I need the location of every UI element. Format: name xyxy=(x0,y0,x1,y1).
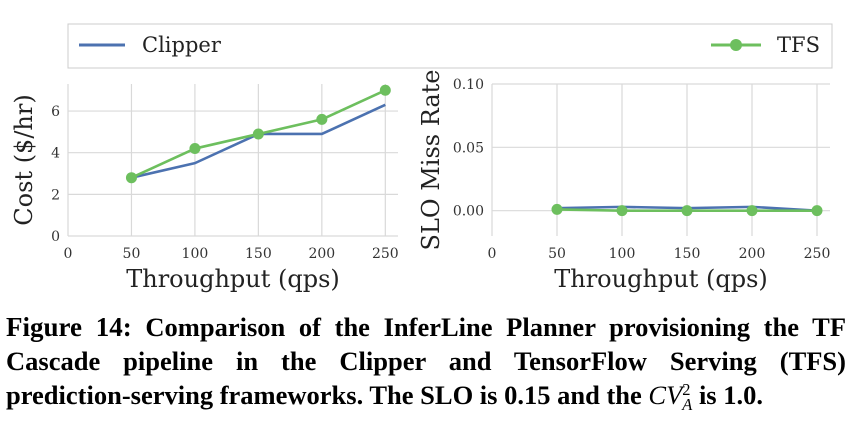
cost-x-tick-label: 150 xyxy=(245,246,272,262)
caption-label: Figure 14: xyxy=(6,312,132,342)
slo-x-tick-label: 150 xyxy=(674,246,701,262)
cost-tfs-point xyxy=(379,84,391,96)
cost-ticks: 0 50 100 150 200 250 0 2 4 6 xyxy=(51,104,399,262)
slo-plot-area xyxy=(492,84,830,236)
slo-tfs-point xyxy=(616,205,628,217)
cost-y-tick-label: 0 xyxy=(51,229,60,245)
legend-tfs-label: TFS xyxy=(777,33,820,57)
slo-ticks: 0 50 100 150 200 250 0.00 0.05 0.10 xyxy=(453,77,831,262)
cost-x-tick-label: 200 xyxy=(308,246,335,262)
slo-tfs-point xyxy=(681,205,693,217)
cost-x-tick-label: 100 xyxy=(182,246,209,262)
slo-y-axis-label: SLO Miss Rate xyxy=(417,70,445,251)
cost-x-tick-label: 0 xyxy=(64,246,73,262)
figure: Clipper TFS 0 50 100 150 200 250 0 2 4 6 Throughp… xyxy=(10,23,833,293)
cost-x-tick-label: 250 xyxy=(372,246,399,262)
cost-y-tick-label: 2 xyxy=(51,187,60,203)
legend: Clipper TFS xyxy=(67,23,833,69)
slo-tfs-point xyxy=(811,205,823,217)
slo-x-axis-label: Throughput (qps) xyxy=(554,265,768,293)
cost-x-axis-label: Throughput (qps) xyxy=(126,265,340,293)
cost-tfs-point xyxy=(316,113,328,125)
legend-tfs-marker xyxy=(730,39,742,51)
cost-x-tick-label: 50 xyxy=(123,246,141,262)
cost-y-tick-label: 6 xyxy=(51,104,60,120)
slo-y-tick-label: 0.10 xyxy=(453,77,484,93)
cost-chart: 0 50 100 150 200 250 0 2 4 6 Throughput (qps) Cos… xyxy=(10,84,399,293)
caption-text: Comparison of the InferLine Planner prov… xyxy=(6,312,847,410)
cost-y-axis-label: Cost ($/hr) xyxy=(10,94,38,225)
legend-frame xyxy=(67,23,833,69)
legend-clipper-label: Clipper xyxy=(142,33,222,57)
slo-y-tick-label: 0.00 xyxy=(453,204,484,220)
slo-x-tick-label: 200 xyxy=(739,246,766,262)
cost-y-tick-label: 4 xyxy=(51,146,60,162)
caption-end: is 1.0. xyxy=(698,380,763,410)
cost-series xyxy=(125,84,391,184)
figure-caption: Figure 14: Comparison of the InferLine P… xyxy=(6,310,846,413)
cost-tfs-point xyxy=(252,128,264,140)
slo-x-tick-label: 250 xyxy=(804,246,831,262)
slo-x-tick-label: 0 xyxy=(488,246,497,262)
slo-chart: 0 50 100 150 200 250 0.00 0.05 0.10 Throughput (… xyxy=(417,70,830,293)
slo-tfs-point xyxy=(551,203,563,215)
cost-tfs-point xyxy=(189,143,201,155)
slo-y-tick-label: 0.05 xyxy=(453,140,484,156)
slo-tfs-point xyxy=(746,205,758,217)
slo-x-tick-label: 50 xyxy=(548,246,566,262)
cost-tfs-point xyxy=(125,172,137,184)
slo-series xyxy=(551,203,823,217)
caption-math: CV 2 A xyxy=(648,379,693,414)
cost-grid xyxy=(67,84,398,237)
slo-x-tick-label: 100 xyxy=(609,246,636,262)
